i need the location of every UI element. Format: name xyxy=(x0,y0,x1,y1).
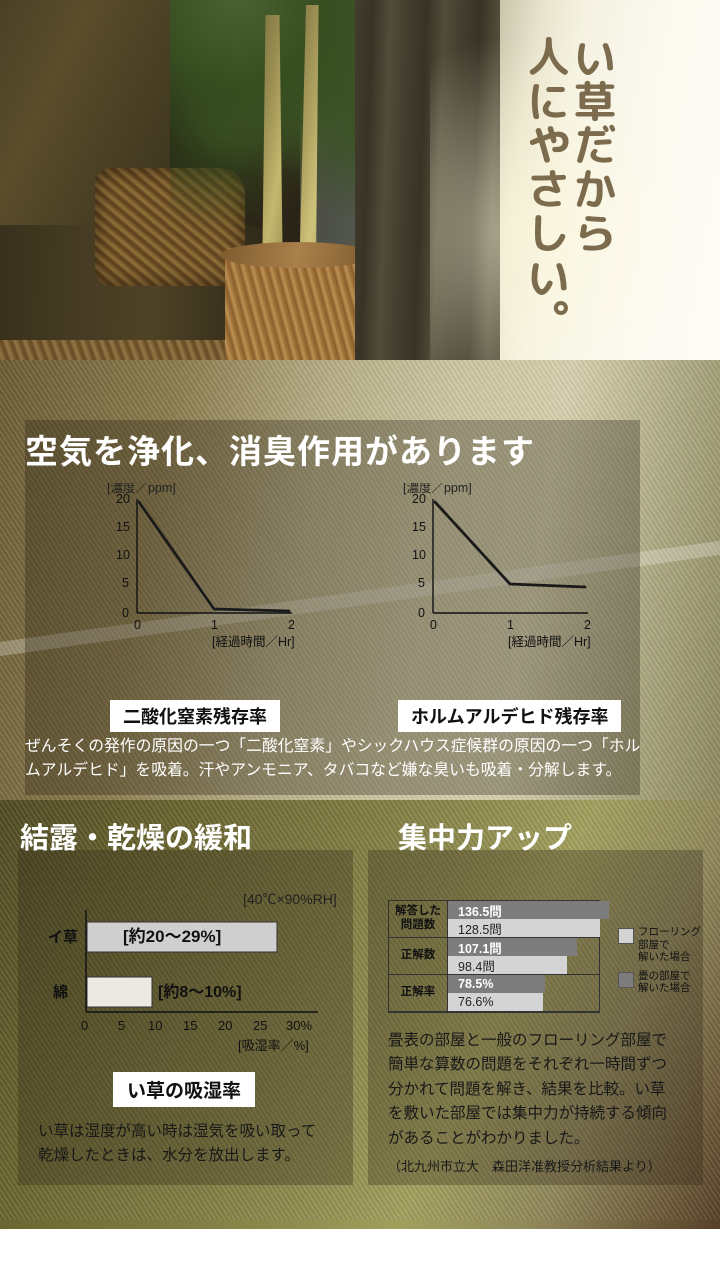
svg-text:0: 0 xyxy=(418,606,425,620)
svg-text:[吸湿率／%]: [吸湿率／%] xyxy=(238,1038,309,1053)
svg-text:15: 15 xyxy=(116,520,130,534)
svg-text:[経過時間／Hr]: [経過時間／Hr] xyxy=(508,635,591,649)
svg-text:25: 25 xyxy=(253,1018,267,1033)
svg-text:[約8～10%]: [約8～10%] xyxy=(158,983,242,1001)
svg-text:15: 15 xyxy=(412,520,426,534)
svg-text:5: 5 xyxy=(418,576,425,590)
svg-text:10: 10 xyxy=(148,1018,162,1033)
svg-text:30%: 30% xyxy=(286,1018,312,1033)
svg-text:20: 20 xyxy=(218,1018,232,1033)
svg-text:綿: 綿 xyxy=(53,984,68,1001)
svg-text:0: 0 xyxy=(122,606,129,620)
svg-text:5: 5 xyxy=(122,576,129,590)
svg-text:イ草: イ草 xyxy=(48,929,78,946)
svg-text:[経過時間／Hr]: [経過時間／Hr] xyxy=(212,635,295,649)
svg-text:0: 0 xyxy=(430,618,437,632)
svg-text:20: 20 xyxy=(116,492,130,506)
svg-text:[40℃×90%RH]: [40℃×90%RH] xyxy=(243,892,337,907)
svg-text:10: 10 xyxy=(412,548,426,562)
svg-text:2: 2 xyxy=(584,618,591,632)
svg-text:10: 10 xyxy=(116,548,130,562)
svg-text:1: 1 xyxy=(507,618,514,632)
svg-text:0: 0 xyxy=(81,1018,88,1033)
svg-text:5: 5 xyxy=(118,1018,125,1033)
svg-text:20: 20 xyxy=(412,492,426,506)
svg-text:2: 2 xyxy=(288,618,295,632)
svg-text:15: 15 xyxy=(183,1018,197,1033)
svg-text:1: 1 xyxy=(211,618,218,632)
svg-text:[約20～29%]: [約20～29%] xyxy=(123,927,221,946)
svg-text:0: 0 xyxy=(134,618,141,632)
